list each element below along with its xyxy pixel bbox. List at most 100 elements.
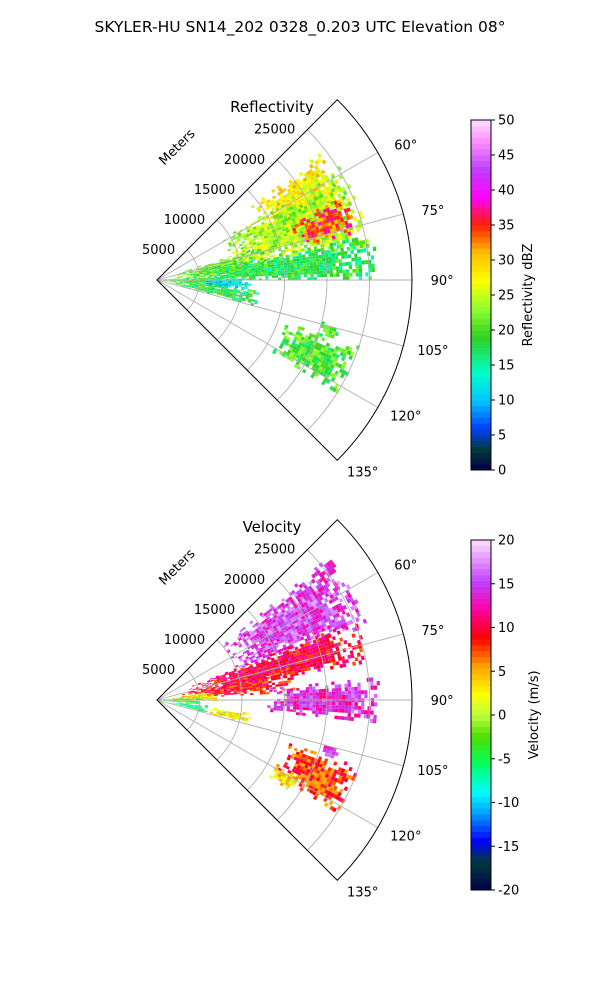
colorbar-strip — [471, 464, 491, 471]
echo-region — [267, 677, 381, 724]
colorbar-strip — [471, 242, 491, 249]
figure-title: SKYLER-HU SN14_202 0328_0.203 UTC Elevat… — [95, 18, 506, 37]
colorbar-strip — [471, 312, 491, 319]
azimuth-tick-label: 120° — [390, 410, 421, 425]
colorbar-strip — [471, 796, 491, 803]
colorbar-strip — [471, 347, 491, 354]
colorbar-strip — [471, 277, 491, 284]
colorbar-strip — [471, 808, 491, 815]
colorbar-strip — [471, 137, 491, 144]
echo-region — [292, 200, 354, 244]
reflectivity-radial-axis-label: Meters — [157, 126, 199, 168]
colorbar-strip — [471, 884, 491, 891]
azimuth-tick-label: 90° — [431, 694, 454, 709]
colorbar-tick-label: 15 — [498, 359, 515, 374]
azimuth-tick-label: 90° — [431, 274, 454, 289]
range-tick-label: 10000 — [164, 633, 205, 648]
colorbar-strip — [471, 265, 491, 273]
azimuth-tick-label: 60° — [394, 558, 417, 573]
colorbar-strip — [471, 545, 491, 553]
colorbar-strip — [471, 650, 491, 658]
colorbar-tick-label: 20 — [498, 534, 515, 549]
echo-region — [275, 743, 358, 813]
colorbar-strip — [471, 598, 491, 605]
range-tick-label: 25000 — [254, 123, 295, 138]
colorbar-strip — [471, 697, 491, 704]
colorbar-tick-label: 35 — [498, 219, 515, 234]
range-tick-label: 20000 — [224, 153, 265, 168]
colorbar-strip — [471, 335, 491, 343]
colorbar-strip — [471, 633, 491, 640]
colorbar-strip — [471, 324, 491, 331]
colorbar-strip — [471, 621, 491, 628]
echo-region — [320, 321, 339, 339]
colorbar-strip — [471, 230, 491, 238]
colorbar-strip — [471, 429, 491, 436]
colorbar-strip — [471, 685, 491, 693]
colorbar-strip — [471, 709, 491, 716]
colorbar-tick-label: 10 — [498, 621, 515, 636]
colorbar-strip — [471, 726, 491, 733]
colorbar-strip — [471, 435, 491, 442]
echo-region — [322, 745, 339, 759]
reflectivity-colorbar-label: Reflectivity dBZ — [521, 244, 536, 347]
range-tick-label: 15000 — [194, 183, 235, 198]
colorbar-strip — [471, 744, 491, 751]
echo-region — [169, 701, 209, 713]
colorbar-strip — [471, 872, 491, 879]
velocity-panel: Velocity 5000 10000 15000 20000 25000 60° 75°… — [142, 518, 542, 901]
colorbar-strip — [471, 330, 491, 337]
colorbar-strip — [471, 143, 491, 150]
colorbar-strip — [471, 820, 491, 827]
colorbar-strip — [471, 866, 491, 873]
colorbar-strip — [471, 604, 491, 611]
echo-region — [209, 708, 252, 722]
colorbar-strip — [471, 178, 491, 185]
colorbar-tick-label: 0 — [498, 464, 506, 479]
range-tick-label: 5000 — [142, 243, 175, 258]
echo-region — [272, 324, 361, 395]
reflectivity-panel: Reflectivity 5000 10000 15000 20000 25000 60… — [142, 98, 536, 481]
colorbar-strip — [471, 271, 491, 278]
colorbar-strip — [471, 236, 491, 243]
velocity-radial-axis-label: Meters — [157, 546, 199, 588]
echo-region — [268, 766, 299, 791]
azimuth-tick-label: 75° — [421, 624, 444, 639]
colorbar-strip — [471, 755, 491, 763]
colorbar-strip — [471, 283, 491, 290]
reflectivity-azimuth-ticks: 60° 75° 90° 105° 120° 135° — [347, 138, 454, 480]
reflectivity-colorbar-ticks: 0 5 10 15 20 25 30 35 40 45 50 — [491, 114, 515, 479]
colorbar-strip — [471, 388, 491, 395]
colorbar-strip — [471, 400, 491, 407]
azimuth-tick-label: 135° — [347, 886, 378, 901]
reflectivity-sector-frame — [156, 98, 413, 462]
colorbar-strip — [471, 627, 491, 634]
colorbar-strip — [471, 691, 491, 698]
colorbar-strip — [471, 248, 491, 255]
colorbar-strip — [471, 219, 491, 226]
azimuth-tick-label: 75° — [421, 204, 444, 219]
colorbar-strip — [471, 645, 491, 652]
colorbar-strip — [471, 370, 491, 378]
colorbar-strip — [471, 662, 491, 669]
colorbar-strip — [471, 615, 491, 623]
colorbar-strip — [471, 300, 491, 308]
colorbar-strip — [471, 160, 491, 168]
reflectivity-echo-layer — [157, 153, 377, 395]
colorbar-strip — [471, 580, 491, 588]
colorbar-tick-label: 0 — [498, 709, 506, 724]
colorbar-strip — [471, 750, 491, 757]
reflectivity-colorbar: 0 5 10 15 20 25 30 35 40 45 50 Reflectivity dBZ — [470, 114, 536, 479]
azimuth-tick-label: 120° — [390, 830, 421, 845]
colorbar-strip — [471, 376, 491, 383]
colorbar-strip — [471, 125, 491, 133]
colorbar-tick-label: 5 — [498, 429, 506, 444]
velocity-sector-frame — [156, 518, 413, 882]
colorbar-strip — [471, 767, 491, 774]
colorbar-strip — [471, 394, 491, 401]
colorbar-tick-label: -20 — [498, 884, 519, 899]
velocity-echo-layer — [157, 559, 381, 813]
velocity-azimuth-ticks: 60° 75° 90° 105° 120° 135° — [347, 558, 454, 900]
colorbar-strip — [471, 674, 491, 681]
colorbar-strip — [471, 610, 491, 617]
